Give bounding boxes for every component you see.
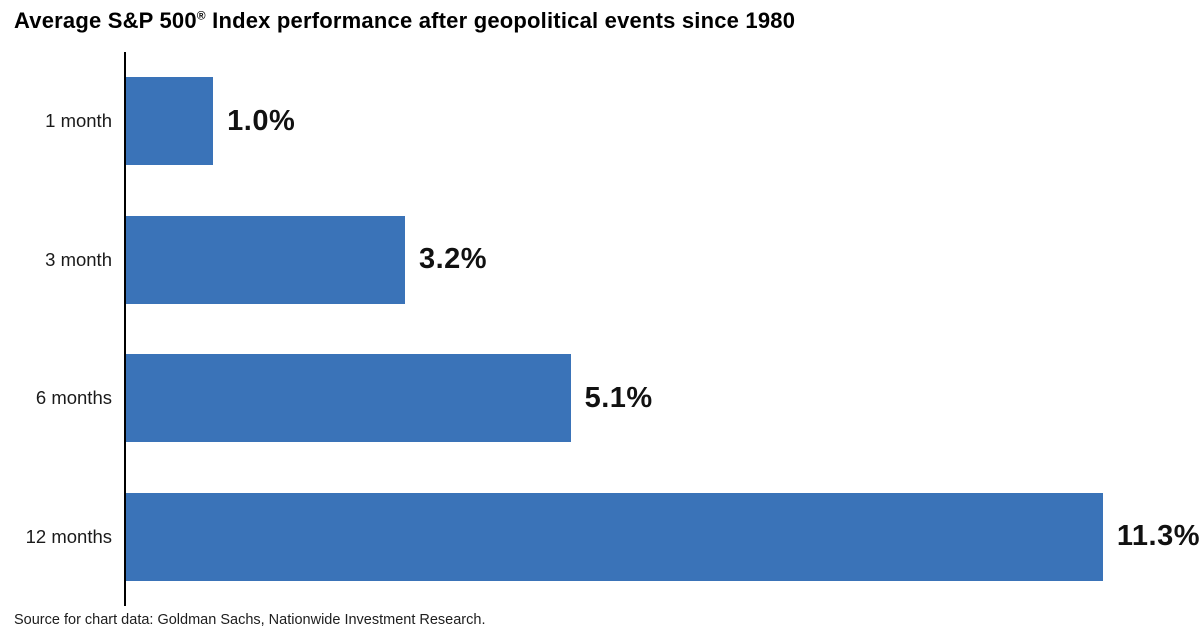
bar <box>126 354 571 443</box>
bar-value-label: 3.2% <box>418 243 488 276</box>
bar <box>126 492 1103 581</box>
bar-row: 5.1% <box>126 329 1200 468</box>
bar-row: 1.0% <box>126 52 1200 191</box>
bars-area: 1.0% 3.2% 5.1% 11.3% <box>124 52 1200 606</box>
chart-title: Average S&P 500® Index performance after… <box>14 8 795 34</box>
bar <box>126 77 214 166</box>
chart-title-suffix: Index performance after geopolitical eve… <box>205 8 796 33</box>
category-label: 3 month <box>45 248 112 270</box>
bar-row: 3.2% <box>126 191 1200 330</box>
category-labels: 1 month 3 month 6 months 12 months <box>0 52 124 606</box>
bar-value-label: 5.1% <box>584 381 653 414</box>
chart-title-prefix: Average S&P 500 <box>14 8 197 33</box>
registered-trademark-symbol: ® <box>196 8 206 23</box>
category-label: 1 month <box>45 110 112 132</box>
bar-value-label: 11.3% <box>1116 520 1200 553</box>
bar-value-label: 1.0% <box>227 104 296 137</box>
category-label: 6 months <box>35 387 112 409</box>
bar-row: 11.3% <box>126 468 1200 607</box>
category-label: 12 months <box>25 525 112 547</box>
source-note: Source for chart data: Goldman Sachs, Na… <box>14 612 486 628</box>
bar <box>126 215 405 304</box>
bar-chart: 1 month 3 month 6 months 12 months 1.0% 3.2%… <box>0 52 1200 606</box>
